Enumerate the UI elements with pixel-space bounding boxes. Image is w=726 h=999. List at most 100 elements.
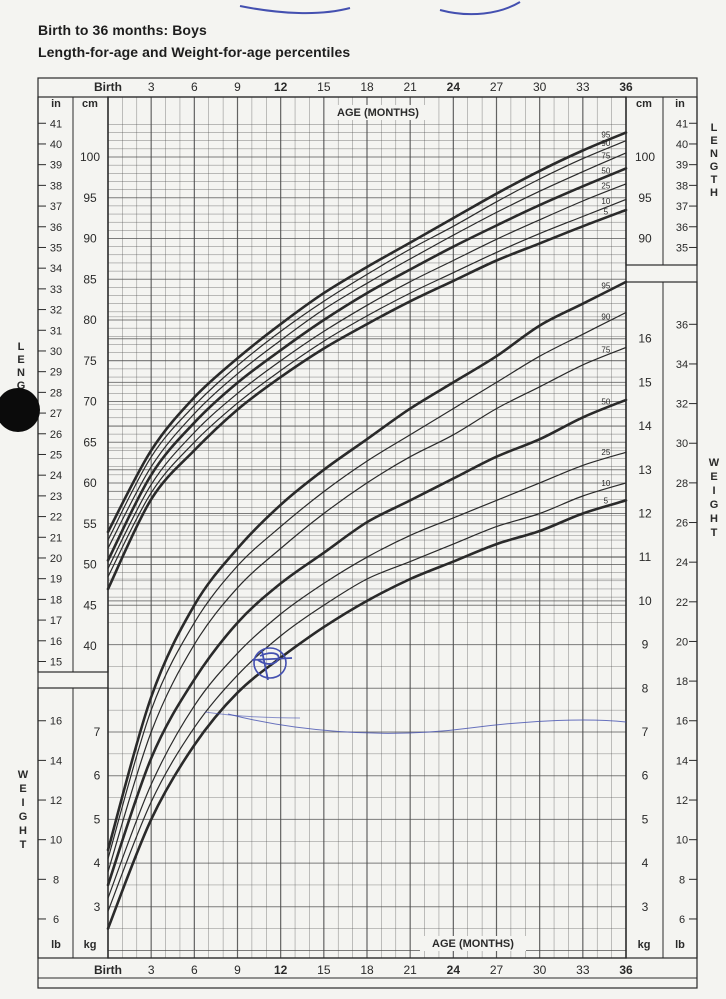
weight-kg-tick-left: 7 <box>94 725 101 739</box>
length-in-tick-right: 37 <box>676 201 688 213</box>
length-in-tick-right: 39 <box>676 160 688 172</box>
age-tick-bottom: 24 <box>447 963 461 977</box>
weight-lb-tick-left: 6 <box>53 914 59 926</box>
weight-kg-tick-left: 6 <box>94 769 101 783</box>
length-cm-tick: 45 <box>83 598 97 612</box>
weight-lb-tick-right: 26 <box>676 518 688 530</box>
svg-text:H: H <box>19 825 27 837</box>
svg-text:N: N <box>710 148 718 160</box>
length-cm-tick: 65 <box>83 435 97 449</box>
length-in-tick-right: 35 <box>676 242 688 254</box>
svg-text:L: L <box>711 122 718 134</box>
weight-lb-tick-left: 12 <box>50 795 62 807</box>
weight-curve-p10 <box>107 482 627 912</box>
weight-kg-tick-right: 14 <box>638 419 652 433</box>
length-cm-tick: 75 <box>83 354 97 368</box>
unit-lb-right: lb <box>675 939 685 951</box>
length-curve-p95 <box>106 131 628 534</box>
weight-curve-p90 <box>107 311 627 860</box>
weight-curve-p25 <box>107 451 627 899</box>
weight-percentile-label: 75 <box>601 345 610 354</box>
weight-kg-tick-right: 5 <box>642 812 649 826</box>
length-in-tick: 41 <box>50 118 62 130</box>
length-cm-tick-right: 95 <box>638 191 652 205</box>
weight-lb-tick-right: 36 <box>676 319 688 331</box>
svg-text:G: G <box>19 811 28 823</box>
weight-lb-tick-right: 6 <box>679 914 685 926</box>
chart-title: Birth to 36 months: Boys <box>38 22 207 38</box>
svg-text:W: W <box>18 769 29 781</box>
age-tick-bottom: 15 <box>317 963 331 977</box>
weight-lb-tick-right: 16 <box>676 716 688 728</box>
pen-scribble-top <box>239 1 521 16</box>
length-cm-tick-right: 100 <box>635 150 655 164</box>
weight-lb-tick-right: 18 <box>676 676 688 688</box>
weight-kg-tick-right: 9 <box>642 638 649 652</box>
age-tick-top: 12 <box>274 80 288 94</box>
length-in-tick: 15 <box>50 656 62 668</box>
age-tick-bottom: 33 <box>576 963 590 977</box>
svg-text:T: T <box>711 527 718 539</box>
length-cm-tick: 50 <box>83 558 97 572</box>
length-in-tick-right: 41 <box>676 118 688 130</box>
weight-kg-tick-right: 13 <box>638 463 652 477</box>
length-curve-p10 <box>107 198 627 578</box>
weight-kg-tick-right: 3 <box>642 900 649 914</box>
unit-lb-left: lb <box>51 939 61 951</box>
weight-kg-tick-left: 3 <box>94 900 101 914</box>
unit-cm-right: cm <box>636 98 652 110</box>
weight-kg-tick-right: 16 <box>638 332 652 346</box>
weight-kg-tick-right: 7 <box>642 725 649 739</box>
length-cm-tick-right: 90 <box>638 232 652 246</box>
svg-text:H: H <box>710 513 718 525</box>
weight-lb-tick-right: 12 <box>676 795 688 807</box>
length-cm-tick: 100 <box>80 150 100 164</box>
svg-text:I: I <box>21 797 24 809</box>
length-in-tick: 29 <box>50 367 62 379</box>
length-in-tick: 16 <box>50 636 62 648</box>
weight-percentile-label: 25 <box>601 448 610 457</box>
weight-lb-tick-right: 22 <box>676 597 688 609</box>
age-axis-label-top: AGE (MONTHS) <box>337 107 419 119</box>
unit-in-right: in <box>675 98 685 110</box>
length-curve-p75 <box>107 152 627 549</box>
weight-lb-tick-right: 28 <box>676 478 688 490</box>
weight-kg-tick-right: 10 <box>638 594 652 608</box>
length-percentile-label: 5 <box>604 207 609 216</box>
weight-curve-p75 <box>107 346 627 873</box>
weight-lb-tick-left: 14 <box>50 755 62 767</box>
length-in-tick: 40 <box>50 139 62 151</box>
weight-lb-tick-left: 10 <box>50 835 62 847</box>
pen-line <box>227 713 627 734</box>
length-in-tick-right: 38 <box>676 180 688 192</box>
hole-punch <box>0 388 40 432</box>
age-tick-bottom: 30 <box>533 963 547 977</box>
length-in-tick: 30 <box>50 346 62 358</box>
weight-percentile-label: 5 <box>604 496 609 505</box>
length-cm-tick: 70 <box>83 395 97 409</box>
age-tick-top: 9 <box>234 80 241 94</box>
age-axis-label-bottom: AGE (MONTHS) <box>432 938 514 950</box>
length-in-tick: 37 <box>50 201 62 213</box>
length-cm-tick: 95 <box>83 191 97 205</box>
svg-text:L: L <box>18 341 25 353</box>
length-in-tick: 20 <box>50 553 62 565</box>
age-tick-top: 15 <box>317 80 331 94</box>
chart-subtitle: Length-for-age and Weight-for-age percen… <box>38 44 351 60</box>
age-tick-bottom: Birth <box>94 963 122 977</box>
svg-text:E: E <box>710 471 717 483</box>
unit-in-left: in <box>51 98 61 110</box>
svg-text:G: G <box>710 161 719 173</box>
svg-text:H: H <box>710 187 718 199</box>
weight-lb-tick-right: 8 <box>679 874 685 886</box>
age-tick-bottom: 21 <box>403 963 417 977</box>
svg-text:N: N <box>17 367 25 379</box>
weight-curve-p50 <box>106 398 628 887</box>
length-in-tick: 34 <box>50 263 62 275</box>
age-tick-bottom: 6 <box>191 963 198 977</box>
age-tick-top: Birth <box>94 80 122 94</box>
